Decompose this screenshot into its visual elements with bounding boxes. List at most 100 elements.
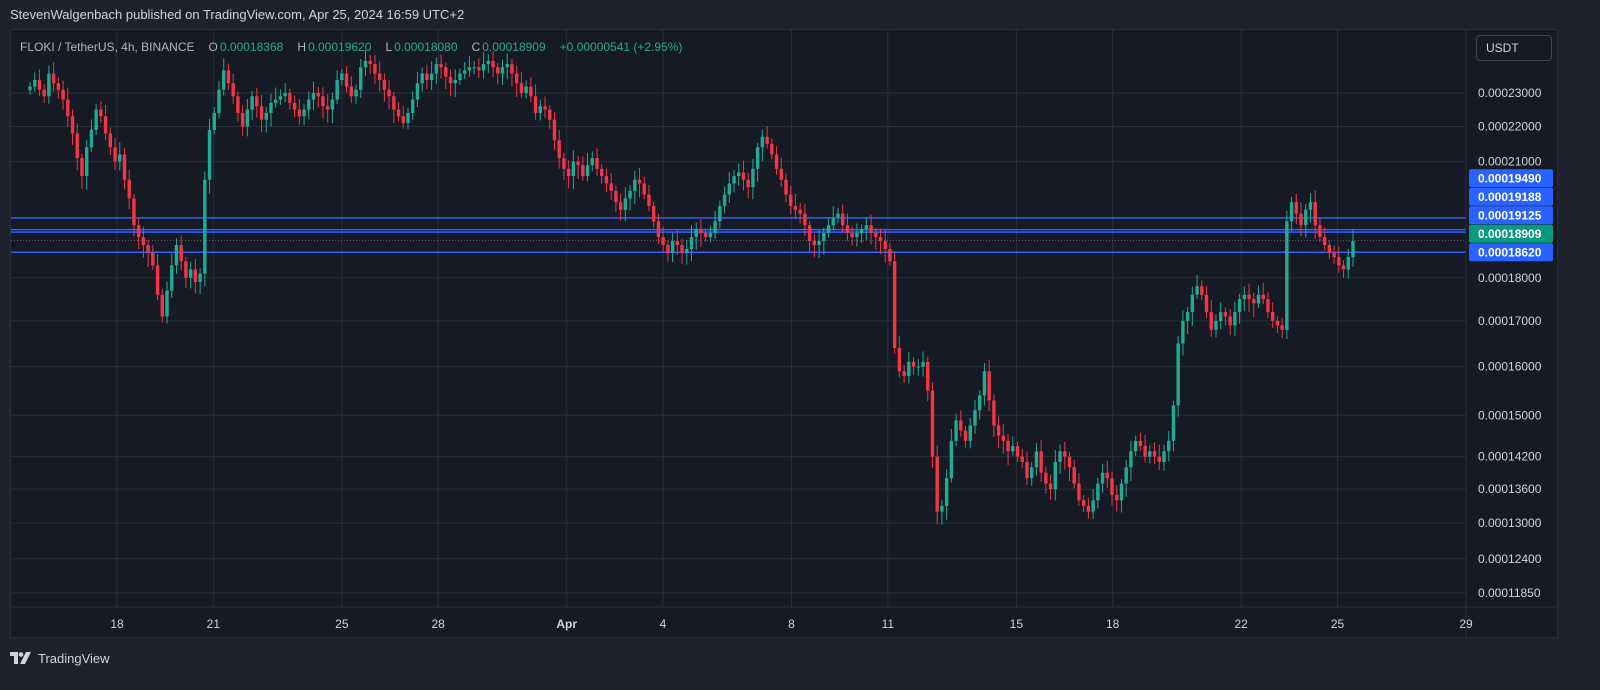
candle-body [609, 183, 613, 191]
candle-body [637, 179, 642, 184]
candle-body [335, 80, 339, 100]
candle-body [273, 99, 278, 103]
x-tick-label: Apr [556, 617, 577, 631]
legend-low-label: L [385, 40, 393, 54]
candle-body [359, 67, 363, 90]
candle-body [496, 67, 500, 74]
candle-body [703, 233, 708, 238]
candle-body [462, 70, 467, 74]
candle-body [108, 133, 113, 148]
price-label: 0.00018620 [1478, 245, 1542, 259]
candle-body [382, 80, 387, 90]
y-tick-label: 0.00017000 [1478, 314, 1542, 328]
candle-body [817, 241, 821, 246]
candle-body [1266, 299, 1270, 313]
legend-symbol[interactable]: FLOKI / TetherUS, 4h, BINANCE [20, 40, 195, 54]
candle-body [566, 168, 571, 177]
candle-body [1185, 312, 1190, 321]
horizontal-lines[interactable] [11, 217, 1466, 254]
candle-body [84, 147, 89, 177]
legend-change: +0.00000541 (+2.95%) [559, 40, 683, 54]
candle-body [533, 96, 538, 113]
candle-body [146, 245, 150, 254]
candle-body [288, 93, 292, 103]
candle-body [89, 129, 94, 148]
candle-body [1067, 456, 1072, 468]
candle-body [623, 198, 628, 210]
candle-body [1242, 294, 1247, 300]
candle-body [458, 73, 462, 81]
x-tick-label: 21 [207, 617, 221, 631]
candle-body [292, 102, 297, 110]
candle-body [1105, 472, 1110, 479]
price-label: 0.00019490 [1478, 171, 1542, 185]
candle-body [840, 213, 845, 226]
y-tick-label: 0.00021000 [1478, 155, 1542, 169]
candle-body [387, 89, 391, 97]
candle-body [987, 371, 991, 401]
candle-body [996, 425, 1001, 436]
candle-body [1077, 483, 1081, 501]
candle-body [188, 269, 193, 278]
candle-body [916, 366, 921, 368]
candle-body [174, 245, 179, 266]
candle-body [940, 505, 944, 512]
legend-close-label: C [471, 40, 481, 54]
candle-body [552, 119, 557, 141]
candle-body [1190, 294, 1195, 313]
candle-body [193, 269, 198, 283]
candle-body [883, 241, 887, 250]
candle-body [595, 158, 599, 169]
candle-body [755, 147, 760, 169]
candle-body [784, 179, 788, 195]
candle-body [680, 245, 684, 254]
candle-body [481, 64, 486, 71]
x-tick-label: 11 [882, 617, 895, 631]
candle-body [127, 179, 131, 199]
currency-selector[interactable]: USDT [1476, 35, 1552, 61]
chart-svg[interactable]: 0.00023000 0.00022000 0.00021000 0.00018000… [11, 30, 1557, 637]
candle-body [439, 64, 443, 68]
candle-body [978, 395, 982, 411]
candle-body [1129, 451, 1133, 468]
candle-body [694, 229, 698, 238]
candle-body [377, 73, 382, 81]
candle-body [633, 179, 637, 191]
candle-body [1015, 446, 1020, 457]
candle-body [448, 76, 453, 84]
candle-body [316, 93, 320, 97]
candle-body [670, 241, 675, 254]
candle-body [822, 233, 826, 242]
tradingview-footer[interactable]: TradingView [10, 648, 110, 668]
candle-body [973, 410, 977, 426]
candle-body [118, 154, 122, 162]
candle-body [1237, 299, 1242, 313]
candle-body [1233, 312, 1237, 326]
price-label-bg [1469, 224, 1553, 243]
candle-body [954, 420, 958, 441]
candle-body [56, 83, 61, 90]
y-tick-label: 0.00013600 [1478, 482, 1542, 496]
candle-body [770, 143, 774, 155]
candle-body [500, 67, 505, 74]
candle-body [70, 116, 75, 134]
candle-body [1072, 467, 1076, 484]
candle-body [80, 158, 84, 177]
candle-body [1124, 467, 1128, 484]
candle-body [548, 109, 552, 120]
candle-body [486, 60, 491, 65]
candle-body [1086, 505, 1091, 512]
candle-body [926, 361, 930, 391]
candle-body [1020, 456, 1024, 462]
candle-body [401, 116, 405, 124]
chart-panel[interactable]: 0.00023000 0.00022000 0.00021000 0.00018000… [10, 29, 1558, 638]
price-label-bg [1469, 169, 1553, 188]
y-tick-label: 0.00016000 [1478, 360, 1542, 374]
candle-body [1006, 440, 1010, 452]
candle-body [935, 456, 939, 512]
candle-body [297, 109, 302, 117]
candle-body [510, 64, 514, 74]
candle-body [1162, 451, 1166, 462]
candle-body [429, 73, 434, 81]
candle-body [963, 430, 968, 441]
